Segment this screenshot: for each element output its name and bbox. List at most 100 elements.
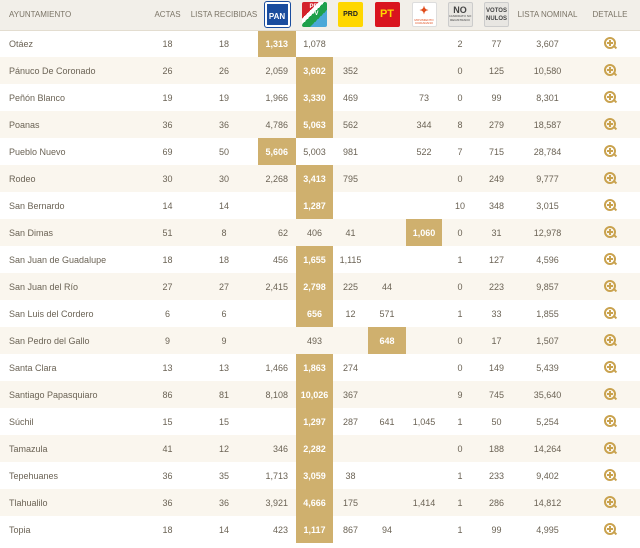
table-row: Súchil 15 15 1,297 287 641 1,045 1 50 5,254 — [0, 408, 640, 435]
cell-nulos: 233 — [488, 470, 505, 481]
cell-no: 1 — [457, 254, 463, 265]
cell-detalle — [580, 381, 640, 408]
cell-nominal: 14,812 — [515, 489, 580, 516]
zoom-in-icon[interactable] — [604, 90, 616, 103]
zoom-in-icon[interactable] — [604, 225, 616, 238]
zoom-in-icon[interactable] — [604, 252, 616, 265]
cell-prd — [333, 30, 368, 57]
cell-nominal: 9,857 — [515, 273, 580, 300]
cell-pri: 1,297 — [296, 408, 333, 435]
zoom-in-icon[interactable] — [604, 198, 616, 211]
cell-prd: 1,115 — [339, 254, 362, 265]
cell-no: 0 — [442, 435, 478, 462]
cell-name: Tlahualilo — [0, 489, 145, 516]
cell-name: Poanas — [0, 111, 145, 138]
cell-detalle — [580, 462, 640, 489]
zoom-in-icon[interactable] — [604, 387, 616, 400]
cell-lista: 8 — [190, 219, 258, 246]
col-pri: PRI PV — [296, 0, 333, 31]
zoom-in-icon[interactable] — [604, 279, 616, 292]
zoom-in-icon[interactable] — [604, 468, 616, 481]
cell-pan — [258, 408, 296, 435]
cell-actas: 18 — [162, 524, 173, 535]
zoom-in-icon[interactable] — [604, 117, 616, 130]
cell-actas: 15 — [162, 416, 173, 427]
table-row: Tepehuanes 36 35 1,713 3,059 38 1 233 9,402 — [0, 462, 640, 489]
cell-lista: 9 — [190, 327, 258, 354]
cell-pri: 1,863 — [296, 354, 333, 381]
cell-nulos: 33 — [491, 308, 502, 319]
cell-pt — [368, 246, 406, 273]
cell-pan: 2,059 — [258, 57, 296, 84]
cell-no: 0 — [457, 362, 463, 373]
zoom-in-icon[interactable] — [604, 306, 616, 319]
table-row: Peñón Blanco 19 19 1,966 3,330 469 73 0 99 8,301 — [0, 84, 640, 111]
cell-name: San Juan del Río — [0, 273, 145, 300]
cell-name: San Luis del Cordero — [9, 308, 94, 319]
zoom-in-icon[interactable] — [604, 441, 616, 454]
cell-prd: 562 — [333, 111, 368, 138]
zoom-in-icon[interactable] — [604, 63, 616, 76]
cell-pri: 2,798 — [296, 273, 333, 300]
cell-lista: 18 — [218, 38, 229, 49]
cell-nominal: 12,978 — [515, 219, 580, 246]
col-no-registrado: NO CANDIDATO NO REGISTRADO — [442, 0, 478, 31]
zoom-in-icon[interactable] — [604, 144, 616, 157]
table-row: San Juan del Río 27 27 2,415 2,798 225 44 0 223 9… — [0, 273, 640, 300]
cell-nulos: 286 — [478, 489, 515, 516]
cell-actas: 19 — [162, 92, 173, 103]
col-prd: PRD — [333, 0, 368, 31]
cell-mc — [406, 57, 442, 84]
cell-actas: 41 — [145, 435, 190, 462]
table-row: Poanas 36 36 4,786 5,063 562 344 8 279 18,587 — [0, 111, 640, 138]
cell-name: Santa Clara — [9, 362, 57, 373]
cell-detalle — [580, 516, 640, 543]
cell-nominal: 3,015 — [536, 200, 559, 211]
cell-pt: 648 — [368, 327, 406, 354]
cell-name: Peñón Blanco — [9, 92, 66, 103]
zoom-in-icon[interactable] — [604, 522, 616, 535]
table-row: Santiago Papasquiaro 86 81 8,108 10,026 367 9 7… — [0, 381, 640, 408]
cell-no: 10 — [454, 200, 465, 211]
cell-mc: 1,060 — [406, 219, 442, 246]
cell-nominal: 9,777 — [515, 165, 580, 192]
cell-detalle — [580, 30, 640, 57]
cell-name: Súchil — [9, 416, 34, 427]
cell-actas: 69 — [162, 146, 173, 157]
cell-detalle — [580, 435, 640, 462]
cell-no: 0 — [442, 165, 478, 192]
cell-actas: 18 — [162, 38, 173, 49]
zoom-in-icon[interactable] — [604, 495, 616, 508]
cell-lista: 14 — [218, 200, 229, 211]
cell-lista: 19 — [218, 92, 229, 103]
cell-prd: 469 — [342, 92, 359, 103]
cell-pri: 1,655 — [296, 246, 333, 273]
pan-logo: PAN — [263, 1, 291, 29]
zoom-in-icon[interactable] — [604, 360, 616, 373]
cell-no: 1 — [457, 524, 463, 535]
cell-name: Santiago Papasquiaro — [0, 381, 145, 408]
cell-pt: 641 — [379, 416, 395, 427]
cell-prd: 981 — [342, 146, 359, 157]
cell-nominal: 4,596 — [536, 254, 559, 265]
cell-nulos: 149 — [488, 362, 505, 373]
cell-name: Tamazula — [0, 435, 145, 462]
cell-pri: 5,063 — [296, 111, 333, 138]
table-row: Tamazula 41 12 346 2,282 0 188 14,264 — [0, 435, 640, 462]
cell-lista: 30 — [190, 165, 258, 192]
zoom-in-icon[interactable] — [604, 333, 616, 346]
cell-detalle — [580, 489, 640, 516]
zoom-in-icon[interactable] — [604, 171, 616, 184]
zoom-in-icon[interactable] — [604, 36, 616, 49]
cell-pan — [258, 192, 296, 219]
cell-pri: 3,330 — [296, 84, 333, 111]
cell-pt: 44 — [368, 273, 406, 300]
cell-detalle — [580, 219, 640, 246]
cell-nulos: 125 — [478, 57, 515, 84]
zoom-in-icon[interactable] — [604, 414, 616, 427]
cell-name: San Dimas — [0, 219, 145, 246]
cell-prd: 225 — [333, 273, 368, 300]
cell-pri: 3,602 — [296, 57, 333, 84]
cell-lista: 13 — [218, 362, 229, 373]
table-row: San Luis del Cordero 6 6 656 12 571 1 33 1,855 — [0, 300, 640, 327]
